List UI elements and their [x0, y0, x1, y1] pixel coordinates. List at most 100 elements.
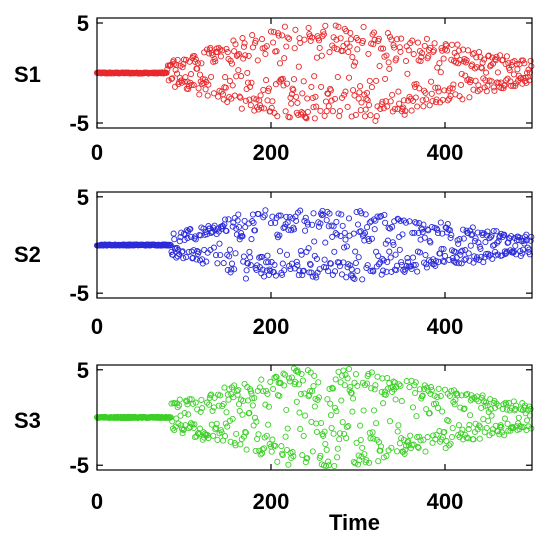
data-point [308, 83, 315, 90]
data-point [339, 222, 346, 229]
data-point [259, 266, 266, 273]
data-point [295, 63, 302, 70]
data-point [331, 95, 339, 102]
data-point [233, 387, 240, 395]
data-point [418, 54, 425, 61]
data-point [163, 69, 170, 76]
data-point [434, 230, 442, 237]
data-point [280, 82, 287, 89]
data-point [291, 45, 298, 52]
series-s1 [93, 22, 535, 124]
data-point [414, 103, 421, 110]
data-point [223, 409, 230, 416]
data-point [294, 99, 301, 106]
data-point [203, 399, 211, 406]
data-point [502, 60, 509, 68]
data-point [163, 241, 170, 248]
data-point [450, 81, 457, 88]
data-point [521, 78, 529, 85]
data-point [321, 428, 328, 435]
data-point [414, 39, 421, 46]
data-point [345, 423, 352, 430]
data-point [260, 105, 268, 112]
data-point [190, 424, 197, 432]
data-point [429, 98, 436, 105]
data-point [334, 231, 341, 238]
data-point [290, 226, 298, 233]
data-point [423, 96, 430, 103]
data-point [198, 60, 205, 67]
y-tick-label: 5 [77, 358, 89, 383]
data-point [313, 103, 320, 110]
data-point [471, 253, 478, 260]
data-point [429, 439, 436, 446]
data-point [419, 229, 426, 236]
data-point [231, 92, 238, 99]
data-point [389, 239, 396, 246]
data-point [243, 446, 250, 453]
data-point [337, 379, 344, 386]
data-point [307, 369, 314, 376]
data-point [521, 402, 529, 409]
data-point [521, 60, 528, 67]
data-point [390, 241, 397, 248]
data-point [432, 84, 439, 91]
data-point [483, 424, 490, 432]
data-point [270, 28, 277, 36]
data-point [457, 404, 464, 411]
data-point [322, 98, 330, 105]
data-point [296, 409, 303, 416]
data-point [306, 269, 313, 276]
data-point [187, 225, 194, 233]
data-point [400, 97, 407, 104]
data-point [438, 245, 445, 253]
data-point [406, 93, 413, 100]
data-point [349, 408, 356, 415]
data-point [483, 399, 490, 406]
data-point [476, 86, 483, 93]
data-point [414, 268, 421, 275]
data-point [471, 237, 478, 245]
data-point [271, 261, 278, 268]
data-point [186, 396, 193, 403]
data-point [371, 36, 378, 43]
data-point [477, 245, 484, 252]
data-point [466, 94, 473, 101]
data-point [283, 43, 290, 50]
data-point [313, 428, 320, 435]
data-point [301, 36, 308, 43]
data-point [361, 113, 369, 120]
data-point [460, 226, 467, 233]
x-tick-label: 400 [427, 140, 464, 165]
data-point [342, 88, 349, 95]
data-point [309, 221, 316, 228]
data-point [242, 224, 249, 231]
data-point [213, 420, 220, 427]
data-point [368, 235, 375, 242]
data-point [322, 239, 329, 246]
data-point [374, 373, 381, 380]
data-point [327, 400, 334, 407]
data-point [341, 229, 348, 236]
data-point [295, 381, 302, 388]
data-point [472, 235, 479, 242]
data-point [289, 449, 296, 456]
data-point [326, 385, 333, 392]
data-point [465, 250, 472, 257]
data-point [423, 35, 430, 42]
data-point [422, 251, 429, 259]
data-point [176, 396, 183, 403]
data-point [380, 267, 387, 274]
plot-frame [96, 364, 533, 471]
data-point [462, 247, 469, 254]
data-point [430, 261, 437, 268]
data-point [286, 114, 293, 121]
data-point [240, 43, 247, 50]
data-point [485, 52, 492, 59]
data-point [395, 88, 402, 95]
data-point [276, 232, 283, 239]
data-point [178, 248, 185, 255]
data-point [323, 446, 330, 453]
data-point [517, 422, 524, 430]
data-point [370, 41, 377, 48]
